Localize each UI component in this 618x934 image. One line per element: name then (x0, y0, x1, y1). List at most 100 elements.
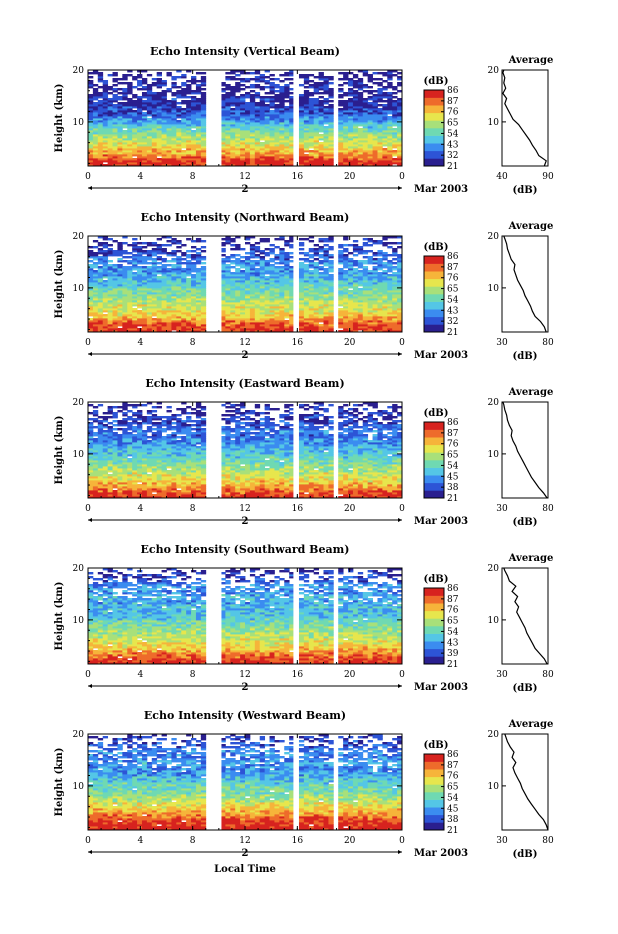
heatmap-cell (117, 328, 122, 330)
heatmap-cell (338, 244, 343, 246)
heatmap-cell (113, 94, 118, 96)
colorbar-tick-label: 32 (447, 151, 458, 161)
heatmap-cell (314, 248, 319, 250)
heatmap-cell (348, 290, 353, 292)
heatmap-cell (186, 96, 191, 98)
heatmap-cell (157, 72, 162, 74)
day-label: 2 (242, 350, 249, 361)
heatmap-cell (377, 108, 382, 110)
heatmap-cell (142, 112, 147, 114)
heatmap-cell (348, 244, 353, 246)
heatmap-cell (137, 310, 142, 312)
heatmap-cell (196, 238, 201, 240)
heatmap-cell (392, 242, 397, 244)
x-tick-label: 0 (85, 172, 91, 182)
heatmap-cell (250, 90, 255, 92)
heatmap-cell (382, 72, 387, 74)
heatmap-cell (132, 86, 137, 88)
heatmap-cell (338, 88, 343, 90)
heatmap-cell (270, 96, 275, 98)
heatmap-cell (132, 94, 137, 96)
heatmap-cell (319, 246, 324, 248)
heatmap-cell (309, 260, 314, 262)
heatmap-cell (382, 86, 387, 88)
heatmap-cell (157, 238, 162, 240)
heatmap-cell (186, 80, 191, 82)
heatmap-cell (186, 278, 191, 280)
heatmap-cell (201, 256, 206, 258)
heatmap-cell (368, 86, 373, 88)
heatmap-cell (152, 82, 157, 84)
heatmap-cell (392, 248, 397, 250)
heatmap-cell (113, 88, 118, 90)
heatmap-cell (265, 92, 270, 94)
heatmap-cell (196, 84, 201, 86)
heatmap-cell (240, 256, 245, 258)
heatmap-cell (382, 262, 387, 264)
heatmap-cell (122, 82, 127, 84)
heatmap-cell (127, 256, 132, 258)
heatmap-cell (201, 262, 206, 264)
heatmap-cell (382, 252, 387, 254)
heatmap-cell (191, 130, 196, 132)
heatmap-cell (270, 264, 275, 266)
heatmap-cell (132, 254, 137, 256)
heatmap-cell (167, 88, 172, 90)
heatmap-cell (279, 86, 284, 88)
heatmap-cell (137, 88, 142, 90)
colorbar-tick-label: 87 (447, 97, 459, 107)
heatmap-cell (304, 74, 309, 76)
heatmap-cell (245, 242, 250, 244)
heatmap-cell (392, 86, 397, 88)
heatmap-cell (113, 104, 118, 106)
heatmap-cell (142, 266, 147, 268)
heatmap-cell (368, 250, 373, 252)
heatmap-cell (142, 100, 147, 102)
heatmap-cell (196, 268, 201, 270)
heatmap-cell (103, 250, 108, 252)
heatmap-cell (186, 260, 191, 262)
x-tick-label: 4 (137, 172, 143, 182)
heatmap-cell (137, 266, 142, 268)
date-label: Mar 2003 (414, 350, 468, 361)
heatmap-cell (314, 82, 319, 84)
heatmap-cell (284, 320, 289, 322)
heatmap-cell (358, 128, 363, 130)
heatmap-cell (103, 280, 108, 282)
day-label: 2 (242, 184, 249, 195)
heatmap-cell (299, 238, 304, 240)
heatmap-cell (324, 126, 329, 128)
heatmap-cell (176, 90, 181, 92)
heatmap-cell (299, 248, 304, 250)
heatmap-cell (176, 256, 181, 258)
heatmap-cell (93, 88, 98, 90)
heatmap-cell (314, 98, 319, 100)
profile-x-label: (dB) (513, 351, 538, 362)
heatmap-cell (122, 130, 127, 132)
heatmap-cell (304, 252, 309, 254)
heatmap-cell (152, 248, 157, 250)
x-tick-label: 8 (190, 338, 196, 348)
heatmap-cell (245, 86, 250, 88)
heatmap-cell (279, 266, 284, 268)
heatmap-cell (113, 78, 118, 80)
colorbar-segment (424, 294, 444, 302)
x-tick-label: 16 (292, 338, 304, 348)
heatmap-cell (162, 90, 167, 92)
heatmap-cell (363, 98, 368, 100)
heatmap-cell (117, 92, 122, 94)
heatmap-cell (88, 260, 93, 262)
heatmap-cell (191, 90, 196, 92)
heatmap-cell (122, 266, 127, 268)
heatmap-cell (137, 242, 142, 244)
heatmap-cell (186, 100, 191, 102)
heatmap-cell (338, 268, 343, 270)
heatmap-cell (363, 266, 368, 268)
heatmap-cell (319, 254, 324, 256)
x-tick-label: 8 (190, 172, 196, 182)
heatmap-cell (387, 82, 392, 84)
heatmap-cell (117, 102, 122, 104)
heatmap-cell (348, 88, 353, 90)
heatmap-cell (117, 96, 122, 98)
heatmap-cell (314, 76, 319, 78)
